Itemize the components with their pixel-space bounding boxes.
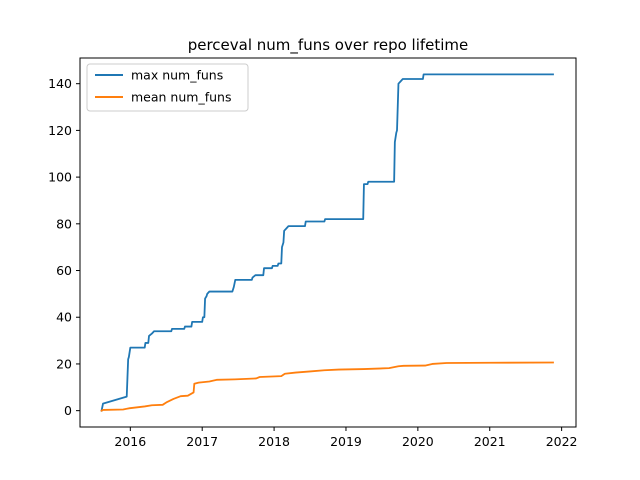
axes-frame (79, 57, 577, 428)
y-tick-label: 60 (56, 263, 72, 278)
series-line-max-num-funs (100, 73, 554, 412)
chart-title: perceval num_funs over repo lifetime (188, 36, 469, 55)
y-tick-label: 40 (56, 310, 72, 325)
y-tick-label: 20 (56, 356, 72, 371)
y-tick-label: 140 (48, 76, 72, 91)
legend-box (86, 63, 249, 112)
x-tick-label: 2016 (114, 434, 146, 449)
x-tick-label: 2018 (258, 434, 290, 449)
x-tick-label: 2017 (186, 434, 218, 449)
y-tick-label: 100 (48, 170, 72, 185)
x-tick-label: 2019 (330, 434, 362, 449)
y-tick-label: 120 (48, 123, 72, 138)
series-line-mean-num-funs (100, 361, 554, 412)
legend: max num_funs mean num_funs (86, 63, 249, 112)
legend-label-mean-num-funs: mean num_funs (131, 90, 231, 105)
x-tick-label: 2022 (546, 434, 578, 449)
x-tick-label: 2021 (474, 434, 506, 449)
plot-area (100, 73, 554, 412)
legend-label-max-num-funs: max num_funs (131, 68, 223, 83)
y-tick-label: 80 (56, 216, 72, 231)
x-tick-label: 2020 (402, 434, 434, 449)
y-tick-label: 0 (64, 403, 72, 418)
axes: 2016 2017 2018 2019 2020 2021 2022 0 20 40 60 80 100… (48, 57, 578, 449)
